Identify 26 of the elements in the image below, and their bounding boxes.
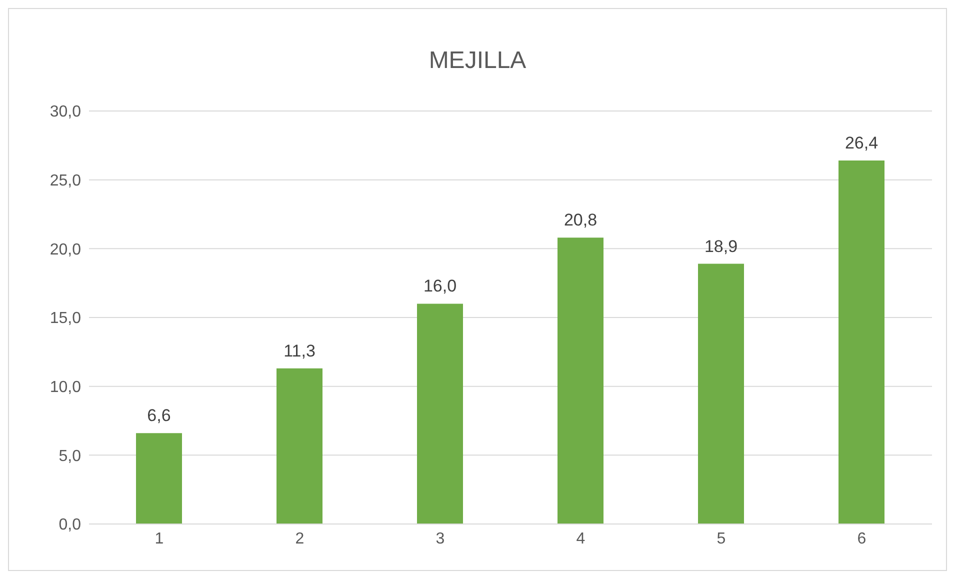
- bar: [838, 160, 884, 524]
- y-tick-label: 25,0: [50, 172, 82, 190]
- bar: [136, 433, 182, 524]
- bar: [276, 368, 322, 524]
- x-tick-label: 6: [857, 530, 866, 548]
- data-label: 20,8: [564, 210, 598, 230]
- x-tick-label: 3: [436, 530, 445, 548]
- y-tick-label: 30,0: [50, 104, 82, 121]
- bar: [558, 238, 604, 524]
- x-tick-label: 5: [716, 530, 726, 548]
- data-label: 11,3: [284, 341, 316, 360]
- y-tick-label: 0,0: [58, 516, 82, 534]
- y-tick-label: 20,0: [50, 241, 82, 258]
- data-label: 18,9: [704, 236, 738, 256]
- x-tick-label: 4: [576, 530, 586, 548]
- x-tick-label: 2: [295, 530, 304, 548]
- bar: [417, 304, 463, 524]
- data-label: 16,0: [423, 276, 457, 296]
- bar: [698, 264, 744, 524]
- data-label: 6,6: [147, 406, 171, 426]
- y-tick-label: 5,0: [58, 448, 82, 465]
- x-tick-label: 1: [154, 530, 164, 548]
- y-tick-label: 15,0: [50, 310, 82, 328]
- data-label: 26,4: [844, 134, 878, 153]
- y-tick-label: 10,0: [50, 379, 82, 396]
- chart-title: MEJILLA: [428, 47, 528, 75]
